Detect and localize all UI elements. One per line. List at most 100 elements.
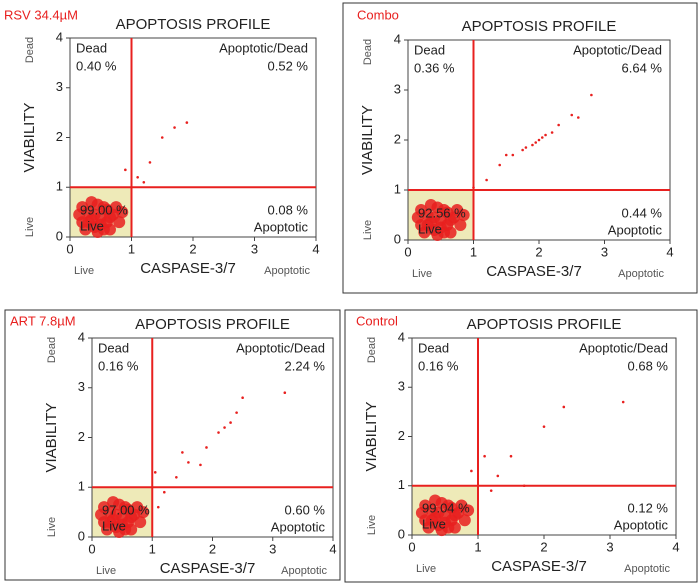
event-point xyxy=(562,405,566,409)
y-tick-label: 4 xyxy=(56,29,63,44)
quadrant-name: Apoptotic xyxy=(614,517,669,532)
event-point xyxy=(537,138,541,142)
event-point xyxy=(156,505,160,509)
y-tick-label: 1 xyxy=(394,181,401,196)
x-tick-label: 4 xyxy=(666,244,673,259)
event-point xyxy=(504,153,508,157)
x-tick-label: 0 xyxy=(408,539,415,554)
event-point xyxy=(457,209,470,221)
x-high-label: Apoptotic xyxy=(624,563,670,575)
y-low-label: Live xyxy=(366,515,378,535)
quadrant-percent: 0.36 % xyxy=(414,60,455,75)
x-axis-label: CASPASE-3/7 xyxy=(140,260,236,277)
event-point xyxy=(458,514,471,527)
x-axis-label: CASPASE-3/7 xyxy=(486,263,582,280)
x-axis-label: CASPASE-3/7 xyxy=(160,560,256,577)
event-point xyxy=(540,136,544,139)
quadrant-name: Apoptotic/Dead xyxy=(573,42,662,57)
event-point xyxy=(217,431,220,434)
event-point xyxy=(85,213,98,226)
event-point xyxy=(429,511,442,524)
event-point xyxy=(185,121,189,124)
y-low-label: Live xyxy=(362,220,374,240)
x-high-label: Apoptotic xyxy=(618,268,664,280)
y-tick-label: 0 xyxy=(394,231,401,246)
x-tick-label: 4 xyxy=(312,241,319,256)
x-tick-label: 1 xyxy=(149,541,156,556)
y-tick-label: 1 xyxy=(56,179,63,194)
quadrant-percent: 0.68 % xyxy=(628,358,669,373)
event-point xyxy=(116,206,129,219)
x-tick-label: 2 xyxy=(535,244,542,259)
event-point xyxy=(590,93,593,97)
x-low-label: Live xyxy=(74,265,94,277)
quadrant-name: Dead xyxy=(76,40,107,55)
event-point xyxy=(531,143,534,147)
event-point xyxy=(103,211,116,224)
x-tick-label: 2 xyxy=(189,241,196,256)
quadrant-name: Dead xyxy=(98,340,129,355)
quadrant-percent: 0.52 % xyxy=(268,58,309,73)
event-point xyxy=(444,214,457,226)
event-point xyxy=(462,504,475,517)
y-tick-label: 3 xyxy=(78,379,85,394)
event-point xyxy=(173,126,176,129)
quadrant-percent: 99.00 % xyxy=(80,202,128,217)
y-high-label: Dead xyxy=(46,337,58,363)
event-point xyxy=(542,425,546,428)
event-point xyxy=(163,490,166,494)
chart-title: APOPTOSIS PROFILE xyxy=(116,16,271,33)
event-point xyxy=(187,461,190,464)
quadrant-name: Live xyxy=(418,221,442,236)
event-point xyxy=(137,506,150,519)
event-point xyxy=(509,454,513,458)
quadrant-name: Live xyxy=(80,218,104,233)
quadrant-percent: 99.04 % xyxy=(422,500,470,515)
y-tick-label: 0 xyxy=(398,526,405,541)
event-point xyxy=(199,463,202,467)
quadrant-name: Apoptotic xyxy=(271,519,326,534)
event-point xyxy=(235,411,238,414)
x-high-label: Apoptotic xyxy=(281,565,327,577)
event-point xyxy=(113,216,126,229)
y-high-label: Dead xyxy=(362,39,374,65)
event-point xyxy=(435,496,448,509)
panel-label: RSV 34.4µM xyxy=(4,7,78,22)
x-tick-label: 3 xyxy=(601,244,608,259)
y-tick-label: 2 xyxy=(394,131,401,146)
y-tick-label: 4 xyxy=(78,329,85,344)
event-point xyxy=(483,454,486,458)
quadrant-percent: 0.40 % xyxy=(76,58,117,73)
event-point xyxy=(557,123,560,127)
quadrant-percent: 0.16 % xyxy=(98,358,139,373)
event-point xyxy=(496,474,500,478)
event-point xyxy=(134,516,147,529)
event-point xyxy=(76,201,89,214)
y-tick-label: 2 xyxy=(398,428,405,443)
chart-title: APOPTOSIS PROFILE xyxy=(135,316,290,333)
event-point xyxy=(125,511,138,524)
event-point xyxy=(438,226,451,239)
event-point xyxy=(521,148,524,152)
event-point xyxy=(489,489,493,492)
event-point xyxy=(431,201,444,214)
y-tick-label: 3 xyxy=(394,81,401,96)
event-point xyxy=(124,168,127,172)
y-axis-label: VIABILITY xyxy=(359,105,376,175)
x-high-label: Apoptotic xyxy=(264,265,310,277)
y-axis-label: VIABILITY xyxy=(43,402,60,472)
event-point xyxy=(205,446,208,449)
event-point xyxy=(136,176,139,179)
y-tick-label: 0 xyxy=(78,528,85,543)
x-tick-label: 2 xyxy=(209,541,216,556)
event-point xyxy=(550,131,554,134)
x-tick-label: 2 xyxy=(540,539,547,554)
quadrant-percent: 2.24 % xyxy=(285,358,326,373)
x-tick-label: 1 xyxy=(128,241,135,256)
panel-label: Combo xyxy=(357,7,399,22)
event-point xyxy=(175,476,178,479)
y-high-label: Dead xyxy=(366,337,378,363)
event-point xyxy=(419,499,432,512)
event-point xyxy=(448,509,461,522)
